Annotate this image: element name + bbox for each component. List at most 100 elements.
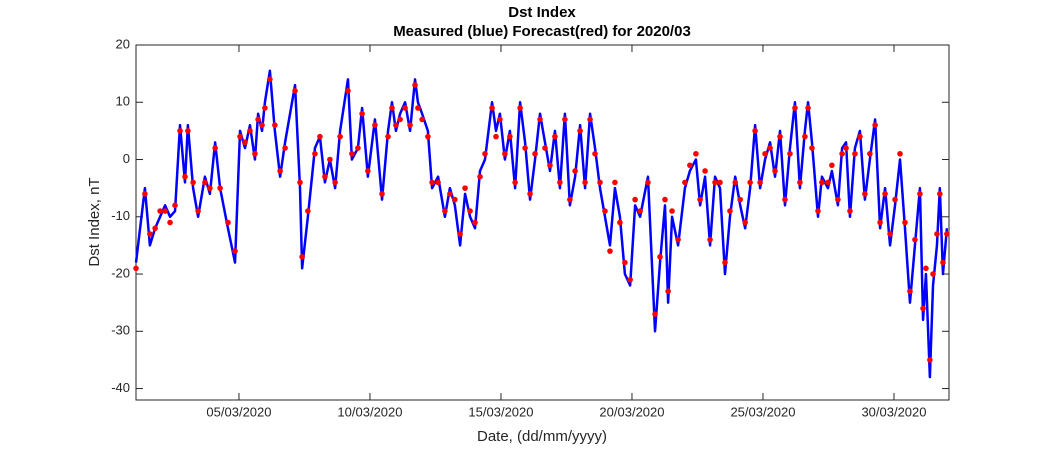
forecast-point	[365, 168, 371, 174]
forecast-point	[299, 254, 305, 260]
forecast-point	[252, 150, 258, 157]
forecast-point	[242, 139, 248, 146]
forecast-point	[345, 88, 351, 94]
forecast-point	[897, 150, 903, 157]
forecast-point	[707, 236, 713, 243]
forecast-point	[712, 179, 718, 186]
forecast-point	[457, 231, 463, 237]
forecast-point	[567, 196, 573, 203]
forecast-point	[797, 179, 803, 186]
forecast-point	[792, 105, 798, 111]
forecast-point	[737, 196, 743, 203]
forecast-point	[522, 145, 528, 151]
forecast-point	[447, 191, 453, 197]
forecast-point	[232, 248, 238, 254]
y-tick-label: 20	[116, 36, 130, 51]
forecast-point	[332, 179, 338, 186]
forecast-point	[872, 122, 878, 128]
forecast-point	[349, 150, 355, 157]
forecast-point	[462, 185, 468, 191]
x-tick-label: 15/03/2020	[468, 404, 533, 419]
forecast-point	[867, 150, 873, 157]
forecast-point	[662, 196, 668, 203]
forecast-point	[920, 305, 926, 312]
forecast-point	[502, 150, 508, 157]
forecast-point	[157, 208, 163, 214]
forecast-point	[912, 236, 918, 243]
forecast-point	[617, 219, 623, 226]
forecast-point	[337, 133, 343, 140]
forecast-point	[732, 179, 739, 186]
forecast-point	[665, 288, 671, 295]
forecast-point	[582, 179, 588, 186]
y-tick-label: 0	[123, 151, 130, 166]
forecast-point	[537, 116, 543, 123]
forecast-point	[843, 145, 849, 151]
forecast-point	[497, 116, 503, 123]
forecast-point	[182, 173, 188, 180]
y-tick-label: -20	[111, 265, 130, 280]
forecast-point	[645, 179, 651, 186]
forecast-point	[195, 208, 201, 214]
forecast-point	[607, 248, 613, 254]
forecast-point	[372, 122, 378, 128]
forecast-point	[429, 179, 435, 186]
forecast-point	[247, 128, 253, 134]
forecast-point	[415, 105, 421, 111]
forecast-point	[355, 145, 361, 151]
forecast-point	[602, 208, 608, 214]
forecast-point	[542, 145, 548, 151]
forecast-point	[747, 179, 753, 186]
forecast-point	[185, 128, 191, 134]
forecast-point	[877, 219, 883, 226]
chart-title: Dst Index	[508, 4, 576, 21]
forecast-point	[442, 208, 448, 214]
y-tick-label: -10	[111, 208, 130, 223]
forecast-point	[902, 219, 908, 226]
forecast-point	[702, 168, 708, 174]
forecast-point	[815, 208, 821, 214]
forecast-point	[452, 196, 458, 203]
forecast-point	[190, 179, 196, 186]
forecast-point	[829, 162, 835, 169]
forecast-point	[622, 259, 628, 266]
forecast-point	[402, 105, 408, 111]
forecast-point	[425, 133, 431, 140]
forecast-point	[742, 219, 748, 226]
forecast-point	[612, 179, 618, 186]
forecast-point	[255, 116, 261, 123]
x-axis-label: Date, (dd/mm/yyyy)	[477, 428, 607, 445]
forecast-point	[632, 196, 638, 203]
forecast-point	[282, 145, 288, 151]
y-axis-label: Dst Index, nT	[86, 177, 103, 266]
y-tick-label: -40	[111, 380, 130, 395]
forecast-point	[167, 219, 173, 226]
chart-subtitle: Measured (blue) Forecast(red) for 2020/0…	[393, 23, 691, 40]
forecast-point	[467, 208, 473, 214]
forecast-point	[657, 254, 663, 260]
forecast-point	[839, 150, 845, 157]
forecast-point	[397, 116, 403, 123]
forecast-point	[237, 133, 243, 140]
forecast-point	[937, 191, 943, 197]
forecast-point	[162, 208, 168, 214]
forecast-point	[587, 116, 593, 123]
forecast-point	[835, 196, 841, 203]
forecast-point	[305, 208, 311, 214]
forecast-point	[887, 231, 893, 237]
forecast-point	[882, 191, 888, 197]
forecast-point	[782, 196, 788, 203]
forecast-point	[147, 231, 153, 237]
forecast-point	[419, 116, 425, 123]
forecast-point	[527, 191, 533, 197]
x-tick-label: 25/03/2020	[730, 404, 795, 419]
forecast-point	[819, 179, 825, 186]
forecast-point	[637, 208, 643, 214]
forecast-point	[327, 156, 333, 163]
forecast-point	[272, 122, 278, 128]
forecast-point	[393, 122, 399, 128]
forecast-point	[697, 196, 703, 203]
forecast-point	[862, 191, 868, 197]
forecast-point	[572, 168, 578, 174]
forecast-point	[772, 168, 778, 174]
